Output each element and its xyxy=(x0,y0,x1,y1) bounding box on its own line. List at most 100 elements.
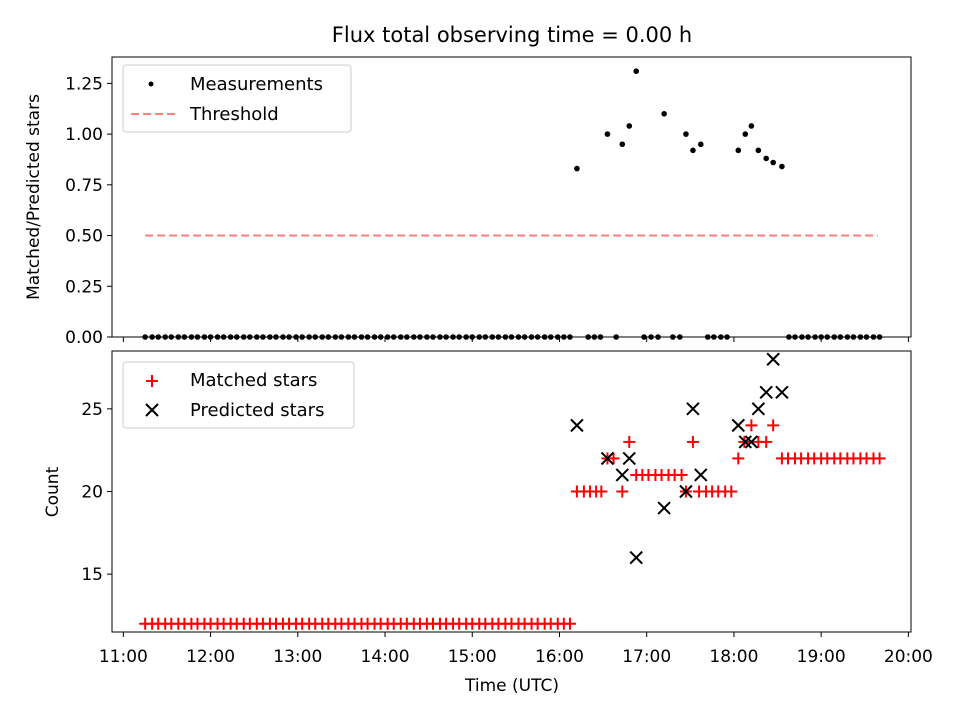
predicted-star-point xyxy=(759,385,773,400)
top-legend: Measurements Threshold xyxy=(122,64,352,133)
measurement-point xyxy=(770,159,776,166)
predicted-star-mark xyxy=(600,451,615,466)
matched-star-point xyxy=(725,485,738,498)
predicted-star-point xyxy=(731,418,745,433)
predicted-star-mark xyxy=(657,501,671,515)
top-axes: 0.00 0.25 0.50 0.75 1.00 1.25 Matched/Predict… xyxy=(24,56,912,348)
bottom-x-ticks: 11:00 12:00 13:00 14:00 15:00 16:00 17:00 18:00… xyxy=(99,632,933,667)
x-axis-label: Time (UTC) xyxy=(464,676,559,696)
predicted-star-point xyxy=(657,501,671,515)
chart-title: Flux total observing time = 0.00 h xyxy=(332,23,692,47)
measurement-point xyxy=(661,111,667,117)
x-tick-label: 16:00 xyxy=(535,647,584,667)
predicted-star-mark xyxy=(751,402,766,416)
top-y-tick-label: 0.50 xyxy=(65,227,103,247)
measurement-point xyxy=(690,147,696,154)
top-y-ticks: 0.00 0.25 0.50 0.75 1.00 1.25 xyxy=(65,74,112,348)
predicted-star-point xyxy=(738,435,752,449)
predicted-star-point xyxy=(694,468,708,482)
bottom-legend: Matched stars Predicted stars xyxy=(122,361,355,429)
top-y-tick-label: 0.00 xyxy=(65,328,103,348)
bottom-y-axis-label: Count xyxy=(43,466,63,517)
legend-matched-marker xyxy=(146,375,158,387)
predicted-star-mark xyxy=(744,435,759,449)
measurement-point xyxy=(763,155,770,162)
measurement-point xyxy=(697,141,704,148)
predicted-star-point xyxy=(775,385,789,400)
matched-star-point xyxy=(563,617,576,630)
top-x-ticks xyxy=(122,337,909,342)
predicted-star-mark xyxy=(686,402,700,416)
top-y-tick-label: 0.25 xyxy=(65,277,103,297)
legend-measurements-marker xyxy=(148,81,154,87)
measurement-point xyxy=(619,141,626,148)
x-tick-label: 19:00 xyxy=(797,647,846,667)
measurement-point xyxy=(633,68,640,75)
matched-star-point xyxy=(745,419,758,432)
matched-star-point xyxy=(760,435,773,448)
top-legend-box xyxy=(122,64,352,133)
predicted-star-point xyxy=(766,352,780,366)
measurement-point xyxy=(604,131,611,137)
matched-star-point xyxy=(595,485,608,498)
bottom-legend-box xyxy=(122,361,355,429)
predicted-star-point xyxy=(615,468,629,482)
bottom-y-tick-label: 20 xyxy=(81,483,103,503)
measurement-point xyxy=(748,123,755,129)
matched-star-point xyxy=(623,435,636,448)
matched-star-point xyxy=(767,419,780,432)
x-tick-label: 11:00 xyxy=(99,647,148,667)
matched-star-point xyxy=(607,452,620,465)
top-data-layer xyxy=(142,68,883,340)
predicted-star-mark xyxy=(622,451,636,466)
predicted-star-point xyxy=(679,484,693,499)
bottom-data-layer xyxy=(139,352,886,630)
x-tick-label: 17:00 xyxy=(622,647,671,667)
predicted-star-point xyxy=(751,402,766,416)
predicted-star-mark xyxy=(629,550,643,565)
measurement-point xyxy=(735,147,742,154)
measurement-point xyxy=(755,147,762,154)
bottom-y-tick-label: 25 xyxy=(81,400,103,420)
matched-star-point xyxy=(616,485,629,498)
bottom-y-tick-label: 15 xyxy=(81,565,103,585)
predicted-star-point xyxy=(600,451,615,466)
x-tick-label: 15:00 xyxy=(448,647,497,667)
top-axes-frame xyxy=(111,56,912,338)
legend-predicted-label: Predicted stars xyxy=(190,400,324,421)
predicted-star-mark xyxy=(615,468,629,482)
predicted-star-mark xyxy=(570,418,584,433)
x-tick-label: 12:00 xyxy=(186,647,235,667)
measurement-point xyxy=(779,163,785,170)
top-y-tick-label: 1.00 xyxy=(65,125,103,145)
legend-threshold-label: Threshold xyxy=(189,104,279,125)
x-tick-label: 14:00 xyxy=(361,647,410,667)
legend-predicted-marker xyxy=(145,403,159,417)
predicted-star-mark xyxy=(759,385,773,400)
measurement-point xyxy=(683,131,689,137)
predicted-star-mark xyxy=(766,352,780,366)
predicted-star-mark xyxy=(679,484,693,499)
bottom-y-ticks: 15 20 25 xyxy=(81,400,112,585)
legend-matched-label: Matched stars xyxy=(190,370,317,391)
predicted-star-mark xyxy=(738,435,752,449)
predicted-star-point xyxy=(622,451,636,466)
matched-star-point xyxy=(873,452,886,465)
measurement-point xyxy=(626,123,633,129)
legend-measurements-label: Measurements xyxy=(190,74,323,95)
predicted-star-point xyxy=(570,418,584,433)
top-y-tick-label: 1.25 xyxy=(65,74,103,94)
predicted-star-point xyxy=(629,550,643,565)
predicted-star-point xyxy=(744,435,759,449)
predicted-star-mark xyxy=(775,385,789,400)
top-y-axis-label: Matched/Predicted stars xyxy=(24,94,44,300)
matched-star-point xyxy=(732,452,745,465)
x-tick-label: 13:00 xyxy=(273,647,322,667)
measurement-point xyxy=(742,131,749,137)
matched-star-point xyxy=(675,468,688,481)
bottom-axes: 15 20 25 11:00 12:00 13:00 14:00 15:00 16:00 17:… xyxy=(43,350,933,696)
predicted-star-mark xyxy=(731,418,745,433)
predicted-star-mark xyxy=(694,468,708,482)
top-y-tick-label: 0.75 xyxy=(65,176,103,196)
